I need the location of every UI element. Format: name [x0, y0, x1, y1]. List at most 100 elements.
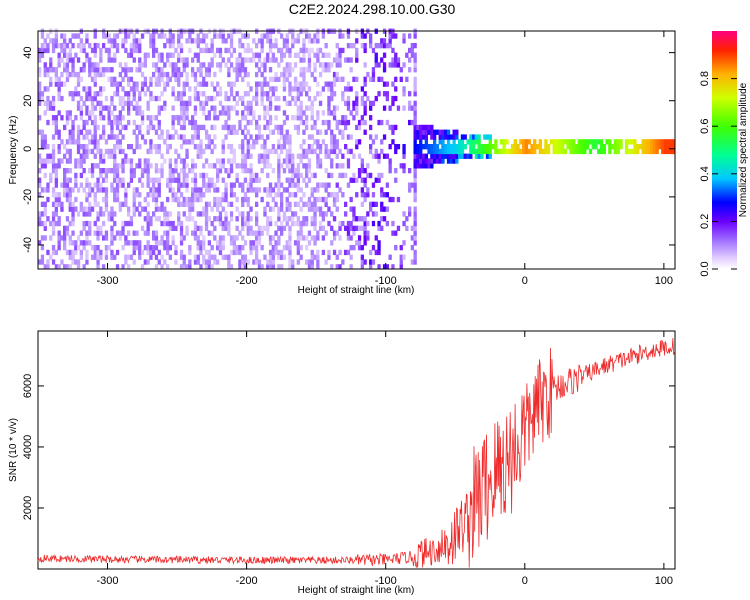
heatmap-cell	[102, 71, 106, 78]
heatmap-cell	[102, 158, 106, 164]
heatmap-cell	[107, 115, 111, 121]
heatmap-cell	[413, 91, 417, 97]
heatmap-cell	[588, 139, 593, 145]
heatmap-cell	[182, 139, 186, 145]
heatmap-cell	[266, 110, 270, 116]
heatmap-cell	[452, 129, 456, 135]
heatmap-cell	[140, 172, 145, 179]
heatmap-cell	[241, 43, 245, 49]
heatmap-cell	[149, 220, 153, 227]
heatmap-cell	[129, 220, 134, 227]
heatmap-cell	[229, 235, 234, 241]
heatmap-cell	[163, 211, 167, 217]
heatmap-cell	[196, 38, 200, 44]
heatmap-cell	[68, 38, 72, 44]
heatmap-cell	[60, 95, 64, 102]
heatmap-cell	[168, 163, 172, 169]
heatmap-cell	[90, 62, 95, 68]
heatmap-cell	[179, 182, 184, 188]
heatmap-cell	[391, 220, 395, 227]
heatmap-cell	[280, 254, 284, 260]
heatmap-cell	[96, 211, 100, 217]
heatmap-cell	[82, 240, 86, 246]
heatmap-cell	[296, 163, 300, 169]
heatmap-cell	[285, 153, 289, 159]
heatmap-cell	[60, 158, 64, 164]
heatmap-cell	[330, 86, 334, 92]
heatmap-cell	[132, 172, 136, 179]
heatmap-cell	[118, 230, 122, 236]
heatmap-cell	[307, 259, 312, 265]
heatmap-cell	[196, 144, 200, 150]
heatmap-cell	[263, 158, 267, 164]
heatmap-cell	[271, 196, 275, 203]
heatmap-cell	[49, 100, 53, 106]
heatmap-cell	[241, 67, 245, 73]
heatmap-cell	[285, 148, 289, 155]
heatmap-cell	[327, 110, 331, 116]
heatmap-cell	[424, 144, 428, 150]
heatmap-cell	[124, 235, 128, 241]
heatmap-cell	[93, 129, 97, 135]
heatmap-cell	[288, 139, 292, 145]
heatmap-cell	[218, 235, 223, 241]
heatmap-cell	[199, 196, 203, 203]
heatmap-cell	[166, 245, 170, 251]
heatmap-cell	[394, 57, 398, 63]
heatmap-cell	[68, 264, 72, 270]
heatmap-cell	[282, 211, 287, 217]
heatmap-cell	[216, 259, 220, 265]
heatmap-cell	[54, 33, 58, 39]
heatmap-cell	[652, 144, 656, 150]
heatmap-cell	[140, 115, 145, 121]
heatmap-cell	[241, 158, 245, 164]
heatmap-cell	[277, 235, 281, 241]
heatmap-cell	[299, 220, 303, 227]
heatmap-cell	[135, 47, 139, 54]
heatmap-cell	[104, 33, 109, 39]
heatmap-cell	[99, 47, 103, 54]
heatmap-cell	[43, 38, 47, 44]
heatmap-cell	[346, 235, 351, 241]
heatmap-cell	[341, 115, 345, 121]
heatmap-cell	[182, 67, 186, 73]
heatmap-cell	[243, 220, 248, 227]
heatmap-cell	[210, 177, 214, 183]
heatmap-cell	[469, 144, 473, 150]
heatmap-cell	[154, 187, 159, 193]
heatmap-cell	[433, 148, 437, 155]
heatmap-cell	[132, 33, 136, 39]
heatmap-cell	[174, 168, 178, 174]
heatmap-cell	[288, 177, 292, 183]
heatmap-cell	[129, 67, 134, 73]
heatmap-cell	[65, 230, 70, 236]
heatmap-cell	[118, 100, 122, 106]
heatmap-cell	[282, 187, 287, 193]
heatmap-cell	[213, 144, 217, 150]
heatmap-cell	[229, 216, 234, 222]
heatmap-cell	[249, 245, 253, 251]
heatmap-cell	[90, 119, 95, 126]
heatmap-cell	[179, 124, 184, 131]
heatmap-cell	[380, 192, 384, 198]
heatmap-cell	[96, 187, 100, 193]
heatmap-cell	[99, 230, 103, 236]
heatmap-cell	[199, 230, 203, 236]
heatmap-cell	[146, 225, 150, 231]
heatmap-cell	[110, 182, 114, 188]
heatmap-cell	[321, 139, 325, 145]
heatmap-cell	[60, 182, 64, 188]
heatmap-cell	[246, 71, 250, 78]
heatmap-cell	[357, 168, 362, 174]
heatmap-cell	[185, 216, 189, 222]
heatmap-cell	[229, 192, 234, 198]
heatmap-cell	[79, 95, 83, 102]
heatmap-cell	[207, 47, 211, 54]
y-tick-label: 2000	[22, 496, 34, 520]
heatmap-cell	[669, 139, 673, 145]
heatmap-cell	[235, 67, 239, 73]
heatmap-cell	[104, 47, 109, 54]
heatmap-cell	[299, 153, 303, 159]
heatmap-cell	[302, 43, 306, 49]
heatmap-cell	[193, 52, 198, 58]
